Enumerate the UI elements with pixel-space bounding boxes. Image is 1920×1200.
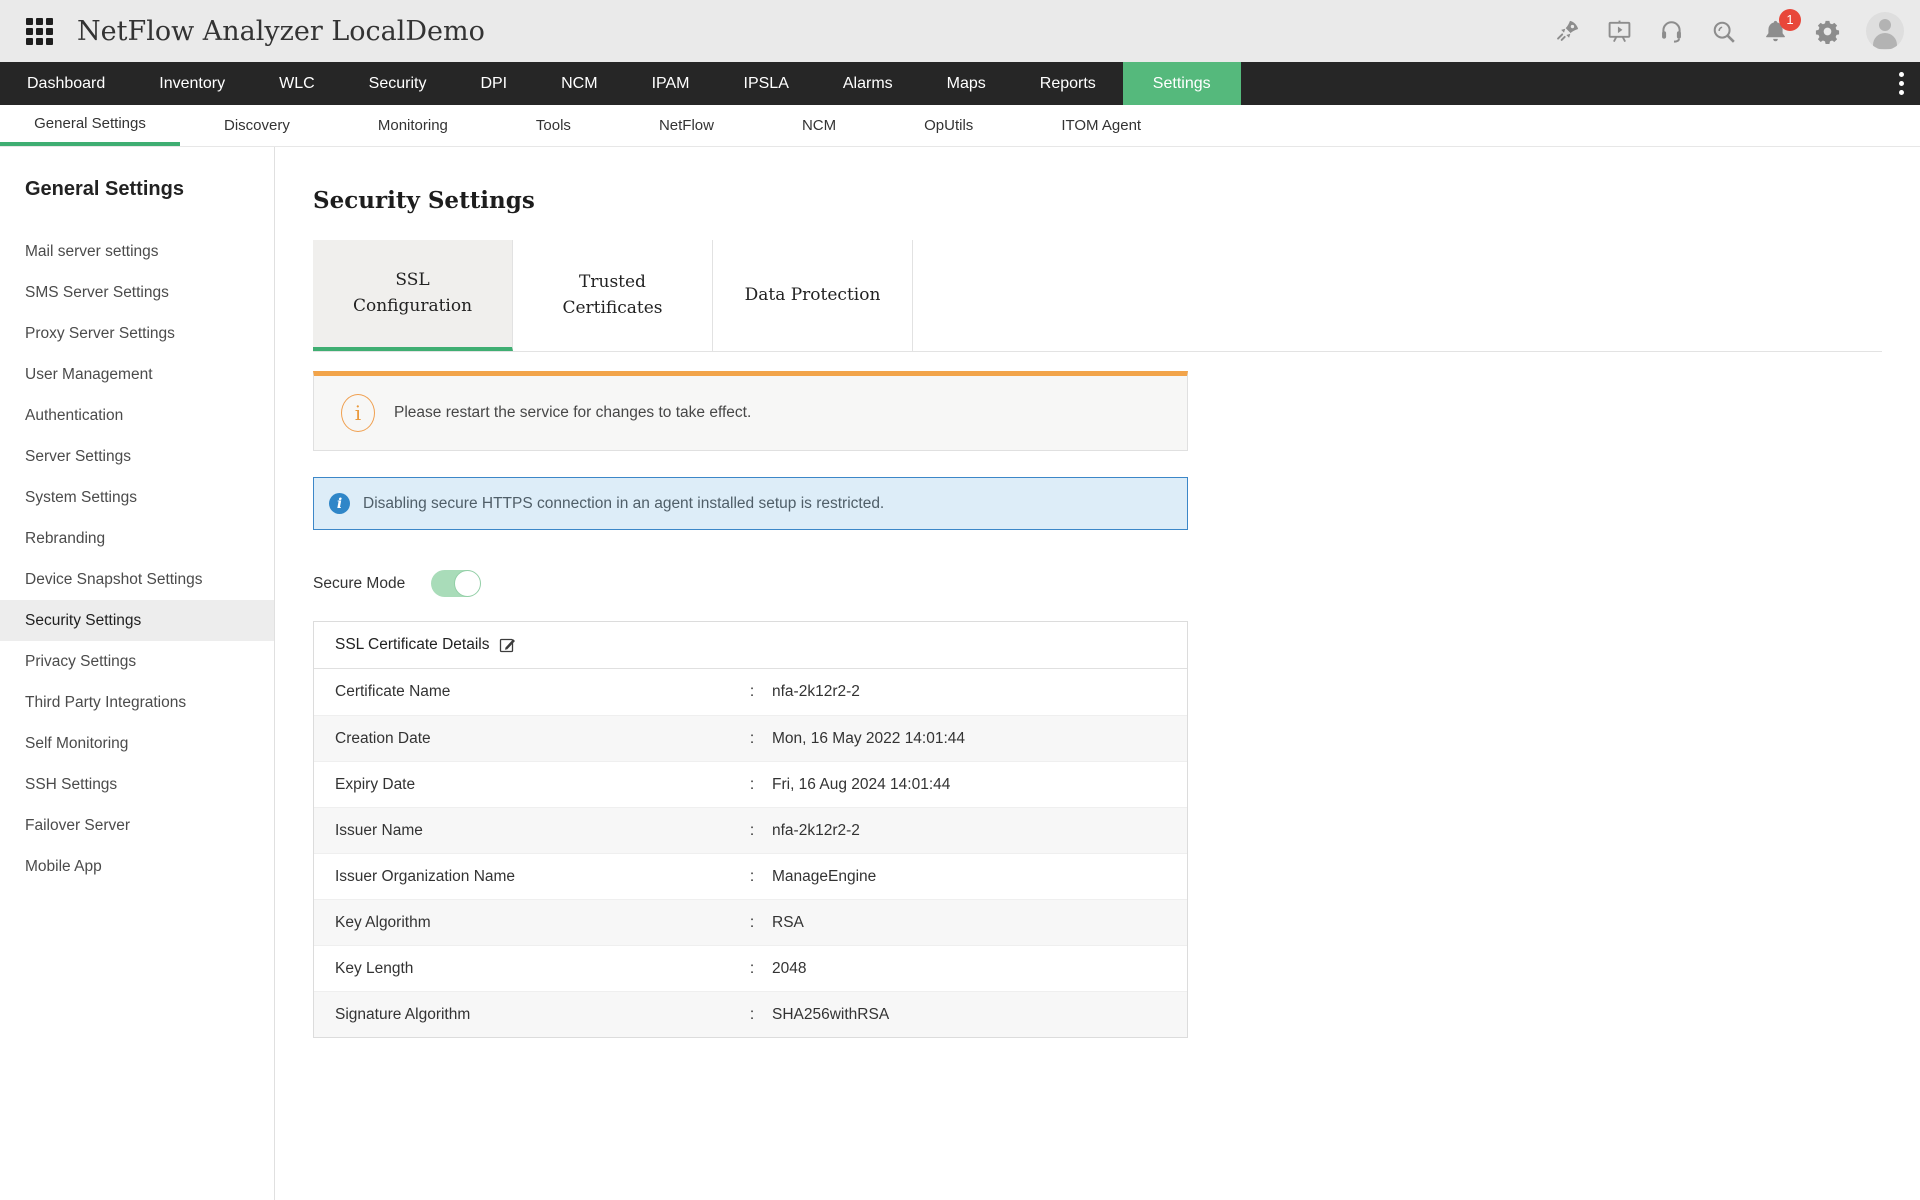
user-avatar[interactable] (1866, 12, 1904, 50)
nav-item-dashboard[interactable]: Dashboard (27, 74, 106, 92)
settings-gear-icon[interactable] (1814, 18, 1841, 45)
cert-table-body: Certificate Name : nfa-2k12r2-2 Creation… (314, 669, 1187, 1037)
subnav-discovery[interactable]: Discovery (224, 117, 290, 134)
secure-mode-toggle[interactable] (431, 570, 482, 597)
sidebar-item-server-settings[interactable]: Server Settings (25, 447, 131, 465)
sidebar-item-proxy-server[interactable]: Proxy Server Settings (25, 324, 175, 342)
cert-table-header: SSL Certificate Details (314, 622, 1187, 669)
sidebar-item-security-settings[interactable]: Security Settings (0, 600, 274, 641)
notification-bell-icon[interactable]: 1 (1762, 8, 1801, 45)
info-icon: i (329, 493, 350, 514)
sidebar-item-authentication[interactable]: Authentication (25, 406, 124, 424)
cert-table-title: SSL Certificate Details (335, 636, 490, 653)
subnav-tools[interactable]: Tools (535, 117, 571, 134)
cert-row-issuer-org: Issuer Organization Name : ManageEngine (314, 853, 1187, 899)
subnav-itom-agent[interactable]: ITOM Agent (1061, 117, 1142, 134)
page-title: Security Settings (313, 187, 535, 214)
app-title: NetFlow Analyzer LocalDemo (77, 15, 485, 47)
settings-sub-nav: General Settings Discovery Monitoring To… (0, 105, 1920, 147)
cert-row-key-algorithm: Key Algorithm : RSA (314, 899, 1187, 945)
sidebar-item-third-party[interactable]: Third Party Integrations (25, 693, 187, 711)
sidebar-item-ssh-settings[interactable]: SSH Settings (25, 775, 118, 793)
sidebar-item-sms-server[interactable]: SMS Server Settings (25, 283, 169, 301)
sidebar-item-user-management[interactable]: User Management (25, 365, 153, 383)
nav-item-ipam[interactable]: IPAM (651, 74, 690, 92)
cert-row-expiry-date: Expiry Date : Fri, 16 Aug 2024 14:01:44 (314, 761, 1187, 807)
sidebar-item-self-monitoring[interactable]: Self Monitoring (25, 734, 129, 752)
nav-item-dpi[interactable]: DPI (480, 74, 508, 92)
nav-item-ncm[interactable]: NCM (561, 74, 598, 92)
nav-item-security[interactable]: Security (368, 74, 427, 92)
nav-item-alarms[interactable]: Alarms (842, 74, 893, 92)
toggle-knob (454, 570, 482, 597)
edit-icon[interactable] (499, 636, 517, 654)
sidebar-item-rebranding[interactable]: Rebranding (25, 529, 106, 547)
sidebar-item-privacy-settings[interactable]: Privacy Settings (25, 652, 137, 670)
secure-mode-label: Secure Mode (313, 574, 406, 592)
security-tabs: SSL Configuration Trusted Certificates D… (313, 240, 1882, 352)
restart-notice-text: Please restart the service for changes t… (394, 404, 752, 421)
subnav-ncm[interactable]: NCM (801, 117, 837, 134)
more-options-kebab-icon[interactable] (1899, 62, 1904, 105)
search-icon[interactable] (1710, 18, 1737, 45)
subnav-oputils[interactable]: OpUtils (924, 117, 974, 134)
apps-grid-icon[interactable] (26, 17, 53, 45)
ssl-certificate-table: SSL Certificate Details Certificate Name… (313, 621, 1188, 1038)
subnav-monitoring[interactable]: Monitoring (377, 117, 448, 134)
subnav-general-settings[interactable]: General Settings (0, 105, 180, 146)
sidebar-item-failover-server[interactable]: Failover Server (25, 816, 131, 834)
tabstrip-filler (913, 240, 1882, 351)
info-icon: i (341, 394, 375, 432)
sidebar-item-device-snapshot[interactable]: Device Snapshot Settings (25, 570, 203, 588)
nav-item-wlc[interactable]: WLC (279, 74, 315, 92)
main-nav: Dashboard Inventory WLC Security DPI NCM… (0, 62, 1920, 105)
cert-row-signature-algorithm: Signature Algorithm : SHA256withRSA (314, 991, 1187, 1037)
sidebar-item-mail-server[interactable]: Mail server settings (25, 242, 159, 260)
cert-row-issuer-name: Issuer Name : nfa-2k12r2-2 (314, 807, 1187, 853)
support-headset-icon[interactable] (1658, 18, 1685, 45)
https-restricted-text: Disabling secure HTTPS connection in an … (363, 494, 885, 512)
cert-row-certificate-name: Certificate Name : nfa-2k12r2-2 (335, 683, 860, 700)
restart-notice: i Please restart the service for changes… (313, 371, 1188, 451)
cert-row-key-length: Key Length : 2048 (314, 945, 1187, 991)
nav-item-reports[interactable]: Reports (1039, 74, 1096, 92)
main-content: Security Settings SSL Configuration Trus… (275, 147, 1920, 1200)
nav-item-ipsla[interactable]: IPSLA (743, 74, 789, 92)
notification-badge: 1 (1779, 8, 1801, 31)
https-restricted-notice: i Disabling secure HTTPS connection in a… (313, 477, 1188, 530)
sidebar-item-system-settings[interactable]: System Settings (25, 488, 137, 506)
sidebar-title: General Settings (25, 178, 184, 200)
tab-trusted-certificates[interactable]: Trusted Certificates (513, 240, 713, 351)
cert-row-creation-date: Creation Date : Mon, 16 May 2022 14:01:4… (314, 715, 1187, 761)
header-actions: 1 (1554, 8, 1904, 50)
nav-item-maps[interactable]: Maps (946, 74, 986, 92)
rocket-icon[interactable] (1554, 18, 1581, 45)
nav-item-inventory[interactable]: Inventory (159, 74, 226, 92)
tab-data-protection[interactable]: Data Protection (713, 240, 913, 351)
settings-sidebar: General Settings Mail server settings SM… (0, 147, 275, 1200)
tab-ssl-configuration[interactable]: SSL Configuration (313, 240, 513, 351)
sidebar-item-mobile-app[interactable]: Mobile App (25, 857, 102, 875)
nav-item-settings[interactable]: Settings (1122, 62, 1241, 105)
subnav-netflow[interactable]: NetFlow (658, 117, 714, 134)
secure-mode-row: Secure Mode (313, 570, 1920, 597)
app-header: NetFlow Analyzer LocalDemo (0, 0, 1920, 62)
demo-player-icon[interactable] (1606, 18, 1633, 45)
